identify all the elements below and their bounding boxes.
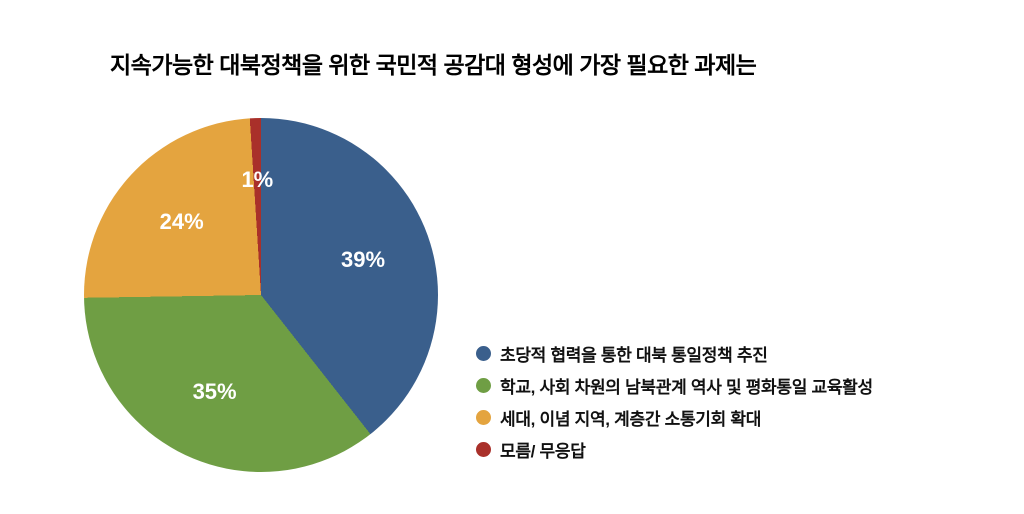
legend-swatch-icon — [476, 346, 491, 361]
legend-item: 모름/ 무응답 — [476, 437, 873, 462]
legend-item: 세대, 이념 지역, 계층간 소통기회 확대 — [476, 405, 873, 430]
legend-swatch-icon — [476, 378, 491, 393]
legend-label: 초당적 협력을 통한 대북 통일정책 추진 — [500, 346, 768, 365]
legend-item: 학교, 사회 차원의 남북관계 역사 및 평화통일 교육활성 — [476, 373, 873, 398]
legend-label: 학교, 사회 차원의 남북관계 역사 및 평화통일 교육활성 — [500, 378, 873, 397]
pie-chart-area: 39% 35% 24% 1% — [84, 118, 438, 472]
legend-label: 세대, 이념 지역, 계층간 소통기회 확대 — [500, 410, 762, 429]
legend-swatch-icon — [476, 442, 491, 457]
legend-item: 초당적 협력을 통한 대북 통일정책 추진 — [476, 341, 873, 366]
pie-chart — [84, 118, 438, 472]
chart-title: 지속가능한 대북정책을 위한 국민적 공감대 형성에 가장 필요한 과제는 — [110, 52, 757, 78]
legend-label: 모름/ 무응답 — [500, 442, 586, 461]
legend-swatch-icon — [476, 410, 491, 425]
